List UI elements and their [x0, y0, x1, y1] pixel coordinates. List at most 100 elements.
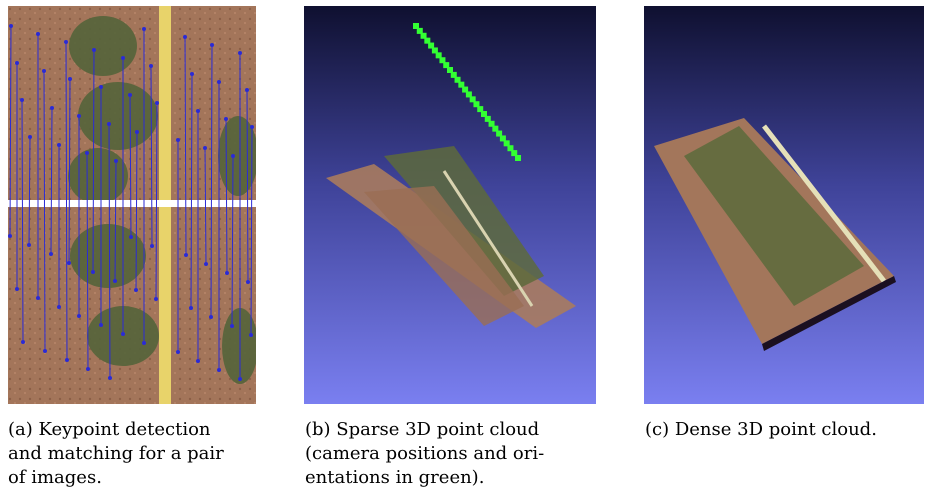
camera-marker — [492, 125, 499, 132]
caption-a-line: (a) Keypoint detection — [8, 419, 211, 440]
keypoint — [121, 56, 125, 60]
camera-marker — [413, 23, 419, 29]
sparse-point-cloud-image — [304, 6, 596, 404]
caption-b-line: (b) Sparse 3D point cloud — [305, 419, 540, 440]
panel-a — [8, 6, 256, 404]
keypoint — [150, 244, 154, 248]
keypoint — [250, 125, 254, 129]
keypoint — [189, 306, 193, 310]
keypoint — [36, 32, 40, 36]
keypoint — [204, 262, 208, 266]
camera-marker — [450, 71, 457, 78]
dense-point-cloud-image — [644, 6, 924, 404]
match-line — [50, 107, 53, 255]
keypoint — [65, 358, 69, 362]
keypoint — [67, 261, 71, 265]
match-line — [204, 147, 207, 265]
match-line — [190, 73, 193, 309]
keypoint — [128, 93, 132, 97]
caption-a: (a) Keypoint detection and matching for … — [8, 418, 258, 490]
keypoint — [184, 253, 188, 257]
keypoint — [86, 367, 90, 371]
caption-a-line: and matching for a pair — [8, 443, 224, 464]
match-line — [86, 152, 89, 370]
keypoint — [224, 117, 228, 121]
match-line — [225, 118, 228, 274]
keypoint — [68, 77, 72, 81]
keypoint — [50, 106, 54, 110]
keypoint — [77, 314, 81, 318]
caption-b-line: entations in green). — [305, 467, 485, 488]
keypoint — [113, 279, 117, 283]
keypoint — [85, 151, 89, 155]
keypoint — [92, 48, 96, 52]
keypoint — [99, 85, 103, 89]
keypoint — [42, 69, 46, 73]
keypoint — [142, 27, 146, 31]
keypoint — [231, 154, 235, 158]
match-line — [92, 49, 95, 273]
camera-marker — [503, 140, 510, 147]
keypoint — [15, 61, 19, 65]
keypoint — [209, 315, 213, 319]
camera-marker — [507, 145, 514, 152]
keypoint — [238, 377, 242, 381]
match-line — [28, 136, 31, 246]
camera-marker — [462, 86, 469, 93]
keypoint — [9, 24, 13, 28]
camera-marker — [477, 106, 484, 113]
camera-marker — [515, 155, 521, 161]
match-line — [129, 94, 132, 238]
caption-c-line: (c) Dense 3D point cloud. — [645, 419, 877, 440]
camera-marker — [484, 115, 491, 122]
match-line — [114, 160, 117, 282]
keypoint — [246, 280, 250, 284]
keypoint — [203, 146, 207, 150]
camera-marker — [435, 52, 442, 59]
panel-c — [644, 6, 924, 404]
keypoint — [176, 350, 180, 354]
keypoint — [225, 271, 229, 275]
keypoint — [20, 98, 24, 102]
camera-marker — [416, 27, 423, 34]
keypoint — [57, 143, 61, 147]
keypoint — [57, 305, 61, 309]
match-line — [9, 25, 12, 237]
camera-marker — [431, 47, 438, 54]
keypoint — [217, 368, 221, 372]
keypoint — [134, 288, 138, 292]
camera-marker — [447, 67, 453, 73]
camera-marker — [496, 130, 503, 137]
match-line — [210, 44, 213, 318]
keypoint — [183, 35, 187, 39]
camera-marker — [443, 62, 450, 69]
match-line — [150, 65, 153, 247]
keypoint — [142, 341, 146, 345]
camera-marker — [499, 135, 506, 142]
camera-marker — [511, 150, 518, 157]
keypoint — [28, 135, 32, 139]
camera-marker — [420, 32, 427, 39]
match-line — [231, 155, 234, 327]
keypoint — [129, 235, 133, 239]
keypoint — [149, 64, 153, 68]
keypoint — [64, 40, 68, 44]
keypoint — [230, 324, 234, 328]
keypoint — [155, 101, 159, 105]
panel-b — [304, 6, 596, 404]
keypoint — [210, 43, 214, 47]
keypoint — [77, 114, 81, 118]
camera-marker — [488, 120, 495, 127]
match-line — [21, 99, 24, 343]
camera-marker — [424, 37, 431, 44]
match-line — [43, 70, 46, 352]
caption-a-line: of images. — [8, 467, 102, 488]
keypoint — [114, 159, 118, 163]
keypoint — [91, 270, 95, 274]
caption-b: (b) Sparse 3D point cloud (camera positi… — [305, 418, 595, 490]
keypoint — [36, 296, 40, 300]
camera-marker — [481, 111, 487, 117]
keypoint — [217, 80, 221, 84]
match-line — [135, 131, 138, 291]
keypoint — [196, 359, 200, 363]
